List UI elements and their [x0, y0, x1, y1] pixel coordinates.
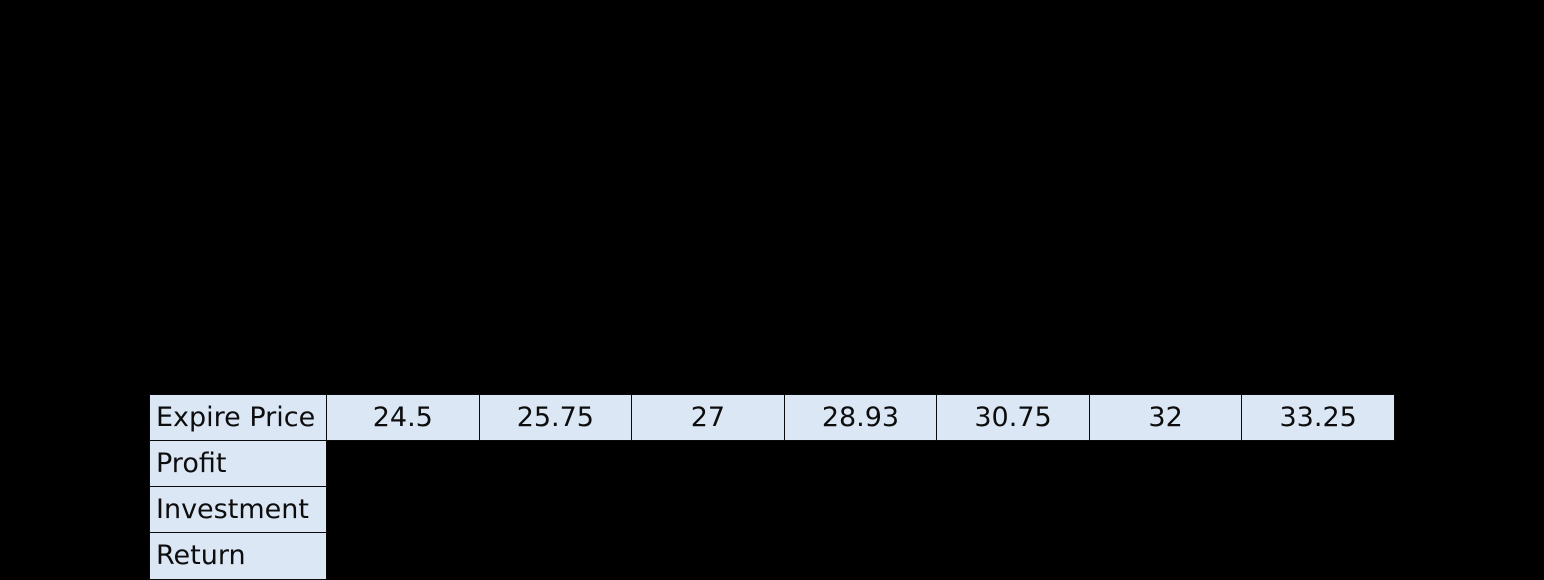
- expire-price-cell-2[interactable]: 27: [631, 394, 785, 441]
- expire-price-cell-5[interactable]: 32: [1088, 394, 1243, 441]
- return-cell-4[interactable]: [937, 533, 1090, 580]
- row-label-profit: Profit: [149, 440, 327, 487]
- profit-cell-5[interactable]: [1089, 441, 1242, 487]
- profit-cell-3[interactable]: [784, 441, 937, 487]
- profit-cell-1[interactable]: [479, 441, 632, 487]
- investment-cell-6[interactable]: [1242, 487, 1395, 533]
- table-row-profit: Profit: [149, 440, 1395, 487]
- profit-cell-2[interactable]: [632, 441, 785, 487]
- investment-cell-5[interactable]: [1089, 487, 1242, 533]
- profit-cell-6[interactable]: [1242, 441, 1395, 487]
- row-label-expire-price: Expire Price: [149, 394, 327, 441]
- profit-cell-4[interactable]: [937, 441, 1090, 487]
- option-payoff-table: Expire Price 24.5 25.75 27 28.93 30.75 3…: [149, 394, 1395, 580]
- investment-cell-0[interactable]: [327, 487, 480, 533]
- profit-cell-0[interactable]: [327, 441, 480, 487]
- row-label-return: Return: [149, 532, 327, 580]
- return-cell-0[interactable]: [327, 533, 480, 580]
- return-cell-3[interactable]: [784, 533, 937, 580]
- expire-price-cell-4[interactable]: 30.75: [936, 394, 1090, 441]
- investment-cell-2[interactable]: [632, 487, 785, 533]
- return-cell-1[interactable]: [479, 533, 632, 580]
- return-cell-2[interactable]: [632, 533, 785, 580]
- return-cell-6[interactable]: [1242, 533, 1395, 580]
- table-row-return: Return: [149, 532, 1395, 580]
- expire-price-cell-6[interactable]: 33.25: [1241, 394, 1395, 441]
- payoff-table-container: Expire Price 24.5 25.75 27 28.93 30.75 3…: [149, 394, 1395, 580]
- investment-cell-4[interactable]: [937, 487, 1090, 533]
- expire-price-cell-1[interactable]: 25.75: [478, 394, 633, 441]
- expire-price-cell-0[interactable]: 24.5: [326, 394, 480, 441]
- investment-cell-3[interactable]: [784, 487, 937, 533]
- table-row-investment: Investment: [149, 486, 1395, 533]
- table-row-expire-price: Expire Price 24.5 25.75 27 28.93 30.75 3…: [149, 394, 1395, 441]
- return-cell-5[interactable]: [1089, 533, 1242, 580]
- row-label-investment: Investment: [149, 486, 327, 533]
- expire-price-cell-3[interactable]: 28.93: [783, 394, 938, 441]
- investment-cell-1[interactable]: [479, 487, 632, 533]
